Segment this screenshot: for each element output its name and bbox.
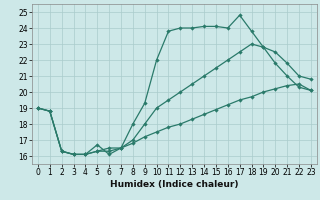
X-axis label: Humidex (Indice chaleur): Humidex (Indice chaleur)	[110, 180, 239, 189]
